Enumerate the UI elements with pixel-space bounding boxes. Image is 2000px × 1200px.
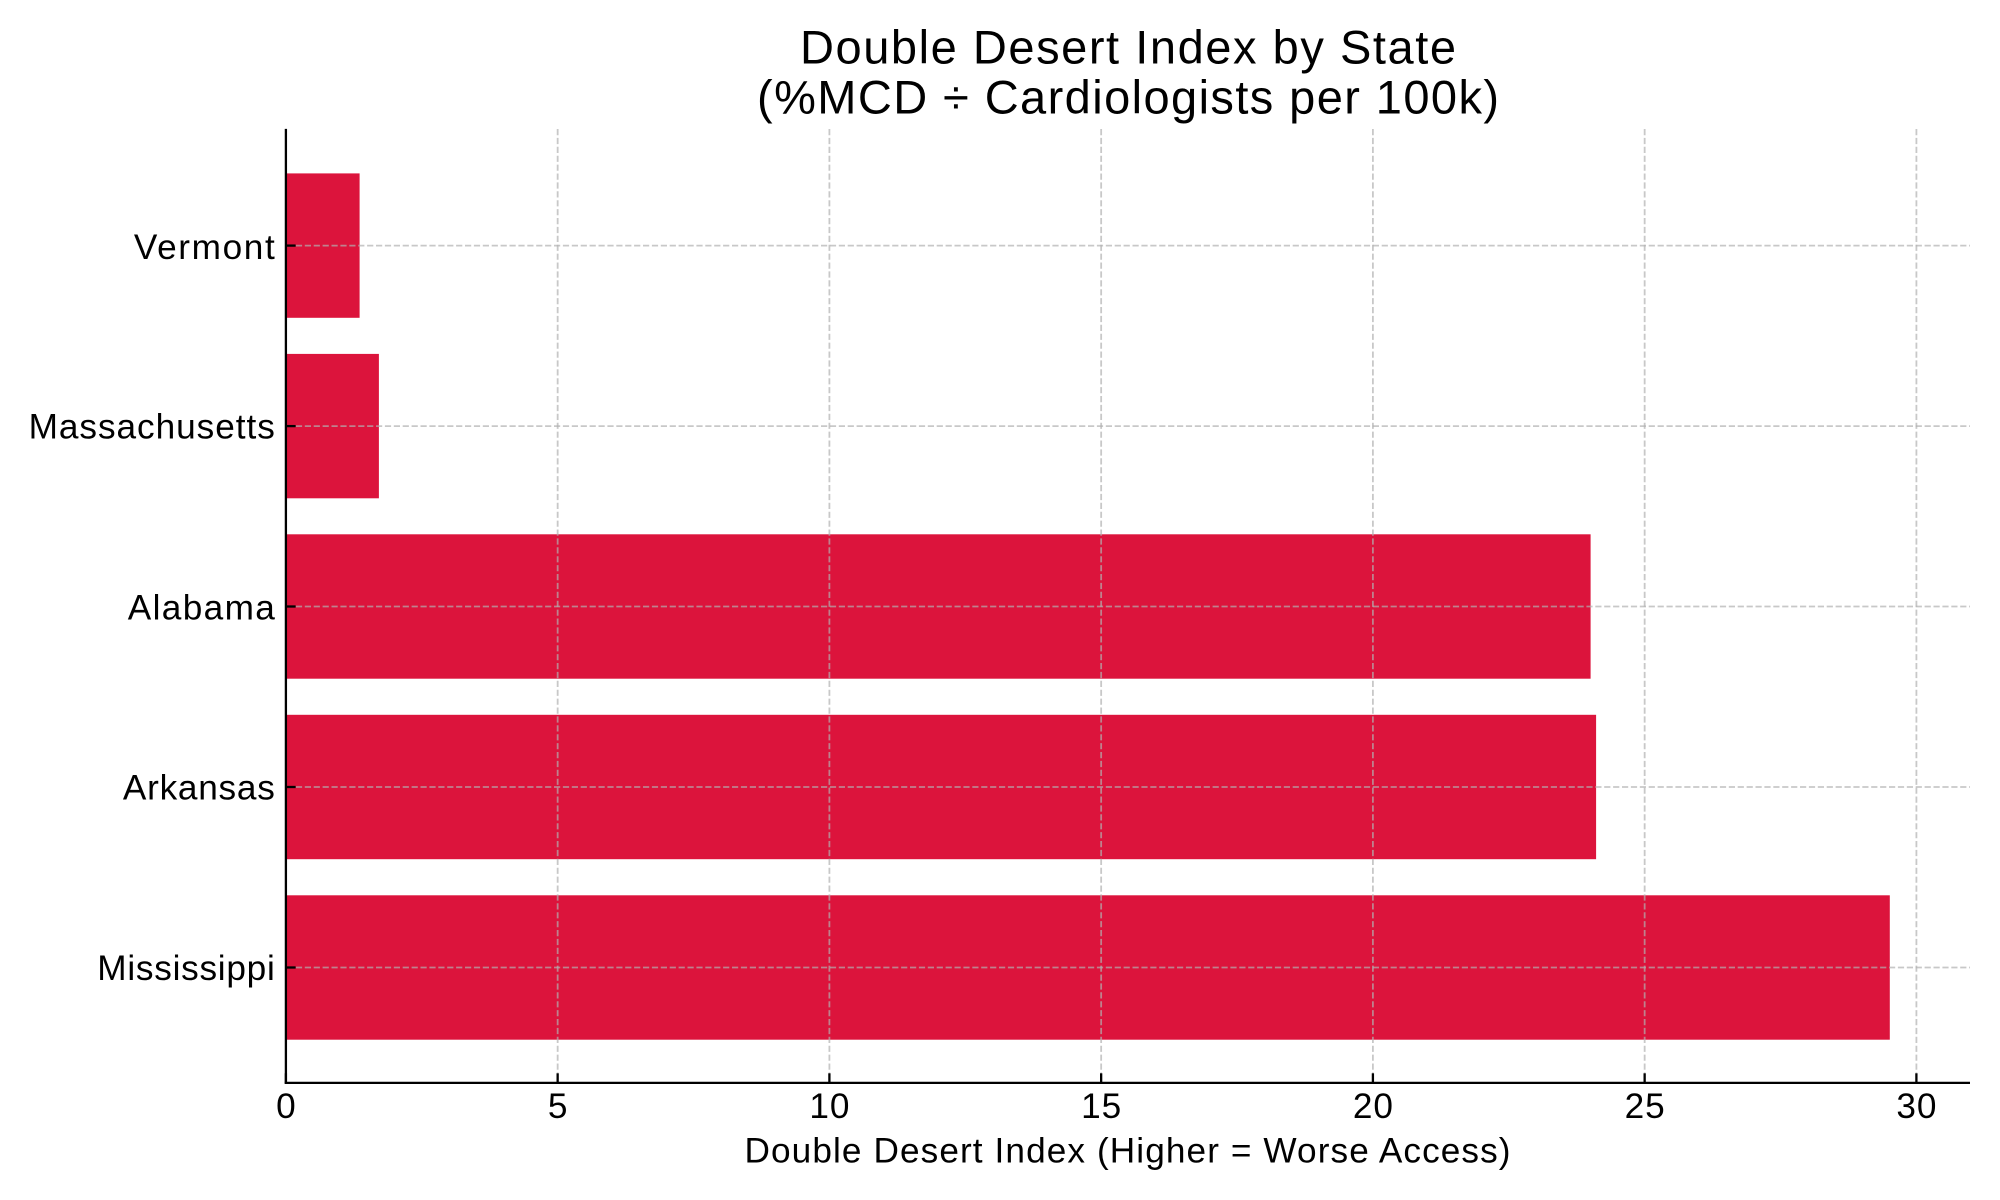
svg-text:Double Desert Index (Higher =: Double Desert Index (Higher = Worse Acce… [745,1132,1511,1171]
svg-text:10: 10 [809,1087,849,1126]
svg-text:25: 25 [1625,1087,1665,1126]
svg-text:Double Desert Index by State: Double Desert Index by State [800,21,1456,74]
svg-text:Arkansas: Arkansas [123,768,275,807]
svg-text:Massachusetts: Massachusetts [29,408,275,447]
svg-text:(%MCD ÷ Cardiologists per 100k: (%MCD ÷ Cardiologists per 100k) [757,71,1499,124]
svg-text:Mississippi: Mississippi [97,949,275,988]
svg-text:0: 0 [276,1087,296,1126]
svg-text:Alabama: Alabama [128,588,275,627]
svg-text:30: 30 [1896,1087,1936,1126]
svg-text:15: 15 [1081,1087,1121,1126]
svg-text:Vermont: Vermont [134,228,275,267]
svg-text:5: 5 [548,1087,568,1126]
svg-text:20: 20 [1353,1087,1393,1126]
